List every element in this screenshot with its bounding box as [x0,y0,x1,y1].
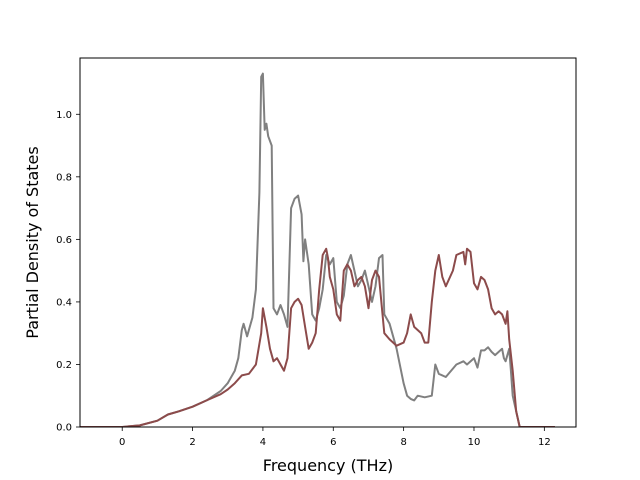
x-tick-label: 0 [119,437,125,448]
y-tick-label: 0.2 [56,360,72,371]
y-tick-label: 0.6 [56,235,72,246]
x-tick-label: 12 [538,437,551,448]
x-tick-label: 8 [400,437,406,448]
x-tick-label: 6 [330,437,336,448]
x-axis-label: Frequency (THz) [263,456,393,475]
series-line-2 [80,247,555,427]
axis-ticks: 0 2 4 6 8 10 12 0.0 0.2 0.4 0.6 0.8 1.0 [56,110,551,448]
y-tick-label: 0.4 [56,297,72,308]
plot-lines [80,72,555,427]
y-axis-label: Partial Density of States [23,146,42,338]
plot-frame [79,57,577,428]
x-tick-label: 10 [468,437,481,448]
y-tick-label: 0.0 [56,423,72,434]
y-tick-label: 0.8 [56,172,72,183]
y-tick-label: 1.0 [56,110,72,121]
x-tick-label: 4 [260,437,266,448]
x-tick-label: 2 [189,437,195,448]
